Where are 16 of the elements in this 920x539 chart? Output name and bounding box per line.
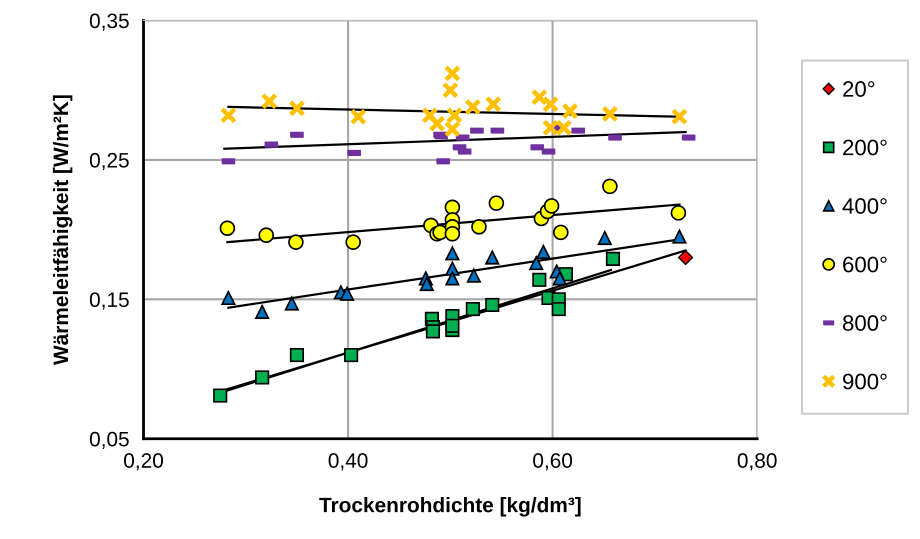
legend-label: 200° [843, 140, 887, 156]
y-axis-title: Wärmeleitfähigkeit [W/m²K] [52, 95, 72, 366]
legend-label: 800° [842, 315, 887, 331]
x-tick-label: 0,40 [328, 453, 368, 470]
legend-label: 400° [842, 198, 887, 214]
y-tick-label: 0,35 [90, 13, 129, 31]
x-axis-title: Trockenrohdichte [kg/dm³] [319, 497, 581, 517]
legend-label: 20° [843, 81, 874, 97]
x-tick-label: 0,80 [738, 453, 777, 470]
y-tick-label: 0,25 [90, 152, 129, 170]
y-tick-label: 0,05 [90, 432, 129, 449]
legend-label: 600° [843, 256, 887, 272]
y-tick-label: 0,15 [90, 292, 129, 310]
x-tick-label: 0,60 [533, 453, 572, 470]
legend-label: 900° [843, 374, 887, 390]
x-tick-label: 0,20 [124, 453, 163, 470]
